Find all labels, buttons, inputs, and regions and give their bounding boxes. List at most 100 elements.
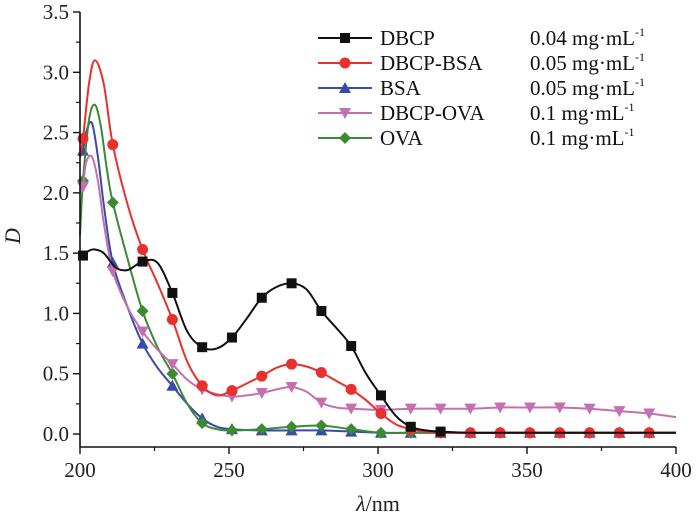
data-point-dbcp-ova xyxy=(583,403,596,415)
y-tick-label: 3.5 xyxy=(43,0,69,24)
axes: 0.0 0.5 1.0 1.5 2.0 2.5 3.0 3.5 200 250 300 350 400 xyxy=(43,0,692,482)
x-tick-label: 300 xyxy=(362,458,394,482)
data-point-ova xyxy=(374,426,387,439)
legend-label: DBCP xyxy=(380,26,435,50)
data-point-dbcp-ova xyxy=(523,402,536,414)
data-point-ova xyxy=(315,419,328,432)
data-point-dbcp xyxy=(226,332,237,343)
data-point-dbcp-ova xyxy=(345,403,358,415)
data-point-dbcp-bsa xyxy=(137,244,149,256)
y-ticks: 0.0 0.5 1.0 1.5 2.0 2.5 3.0 3.5 xyxy=(43,0,80,446)
data-point-dbcp-ova xyxy=(136,326,149,338)
data-point-dbcp-ova xyxy=(613,406,626,418)
y-tick-label: 3.0 xyxy=(43,60,69,84)
data-point-dbcp-ova xyxy=(285,381,298,393)
data-point-dbcp xyxy=(256,292,267,303)
data-point-dbcp-bsa xyxy=(166,313,178,325)
series-layer xyxy=(76,59,677,439)
data-point-dbcp-bsa xyxy=(196,380,208,392)
data-point-dbcp xyxy=(346,340,357,351)
legend-marker xyxy=(339,82,351,93)
data-point-bsa xyxy=(166,379,179,391)
data-point-dbcp-bsa xyxy=(77,133,89,145)
data-point-bsa xyxy=(106,256,119,268)
x-axis-title-symbol: λ xyxy=(355,491,366,516)
x-tick-label: 250 xyxy=(213,458,245,482)
x-tick-label: 350 xyxy=(511,458,543,482)
data-point-dbcp-bsa xyxy=(107,139,119,151)
x-axis-title-unit: /nm xyxy=(366,491,400,516)
series-line-ova xyxy=(79,103,676,435)
legend-concentration: 0.05 mg·mL-1 xyxy=(530,75,645,100)
data-point-dbcp-ova xyxy=(494,402,507,414)
data-point-dbcp xyxy=(137,256,148,267)
legend-item-dbcp: DBCP 0.04 mg·mL-1 xyxy=(318,25,645,50)
legend-marker xyxy=(339,132,351,144)
legend-item-bsa: BSA 0.05 mg·mL-1 xyxy=(318,75,645,100)
y-tick-label: 2.0 xyxy=(43,181,69,205)
data-point-dbcp-bsa xyxy=(345,383,357,395)
data-point-dbcp-ova xyxy=(315,397,328,409)
data-point-dbcp-bsa xyxy=(256,370,268,382)
series-line-dbcp xyxy=(79,248,676,434)
legend: DBCP 0.04 mg·mL-1 DBCP-BSA 0.05 mg·mL-1 BSA 0… xyxy=(318,25,645,150)
legend-concentration: 0.05 mg·mL-1 xyxy=(530,50,645,75)
data-point-ova xyxy=(106,196,119,209)
data-point-dbcp-ova xyxy=(166,359,179,371)
data-point-dbcp xyxy=(77,250,88,261)
legend-label: DBCP-BSA xyxy=(380,51,484,75)
legend-label: OVA xyxy=(380,126,424,150)
legend-item-dbcp-bsa: DBCP-BSA 0.05 mg·mL-1 xyxy=(318,50,645,75)
legend-item-ova: OVA 0.1 mg·mL-1 xyxy=(318,125,635,150)
legend-marker xyxy=(340,33,350,43)
series-line-dbcp-ova xyxy=(79,154,677,419)
legend-concentration: 0.1 mg·mL-1 xyxy=(530,125,635,150)
legend-marker xyxy=(339,108,351,119)
data-point-ova xyxy=(225,424,238,437)
x-tick-label: 400 xyxy=(660,458,692,482)
data-point-dbcp-ova xyxy=(76,181,89,193)
data-point-dbcp xyxy=(286,278,297,289)
data-point-ova xyxy=(255,423,268,436)
data-point-dbcp-bsa xyxy=(375,408,387,420)
y-tick-label: 2.5 xyxy=(43,121,69,145)
data-point-bsa xyxy=(136,337,149,349)
data-point-dbcp xyxy=(375,390,386,401)
data-point-ova xyxy=(345,423,358,436)
y-tick-label: 0.0 xyxy=(43,422,69,446)
data-point-dbcp-ova xyxy=(464,403,477,415)
y-axis-title: D xyxy=(0,228,25,245)
data-point-ova xyxy=(285,420,298,433)
data-point-dbcp xyxy=(167,287,178,298)
data-point-dbcp-bsa xyxy=(286,358,298,370)
data-point-dbcp-ova xyxy=(434,403,447,415)
legend-concentration: 0.1 mg·mL-1 xyxy=(530,100,635,125)
y-tick-label: 0.5 xyxy=(43,362,69,386)
data-point-dbcp-ova xyxy=(106,266,119,278)
data-point-dbcp-bsa xyxy=(315,367,327,379)
data-point-dbcp xyxy=(435,426,446,437)
legend-label: DBCP-OVA xyxy=(380,101,485,125)
series-dbcp xyxy=(77,248,676,437)
data-point-dbcp xyxy=(405,421,416,432)
data-point-dbcp-ova xyxy=(643,408,656,420)
y-tick-label: 1.0 xyxy=(43,301,69,325)
data-point-dbcp-ova xyxy=(255,388,268,400)
legend-marker xyxy=(339,57,351,69)
data-point-ova xyxy=(166,367,179,380)
data-point-dbcp-ova xyxy=(553,402,566,414)
data-point-dbcp xyxy=(316,306,327,317)
data-point-dbcp-ova xyxy=(404,403,417,415)
legend-label: BSA xyxy=(380,76,422,100)
data-point-ova xyxy=(196,417,209,430)
data-point-dbcp-bsa xyxy=(226,385,238,397)
x-axis-title: λ/nm xyxy=(355,491,400,516)
legend-concentration: 0.04 mg·mL-1 xyxy=(530,25,645,50)
data-point-dbcp xyxy=(197,342,208,353)
y-tick-label: 1.5 xyxy=(43,241,69,265)
legend-item-dbcp-ova: DBCP-OVA 0.1 mg·mL-1 xyxy=(318,100,635,125)
x-tick-label: 200 xyxy=(64,458,96,482)
data-point-ova xyxy=(136,305,149,318)
x-ticks: 200 250 300 350 400 xyxy=(64,447,692,482)
